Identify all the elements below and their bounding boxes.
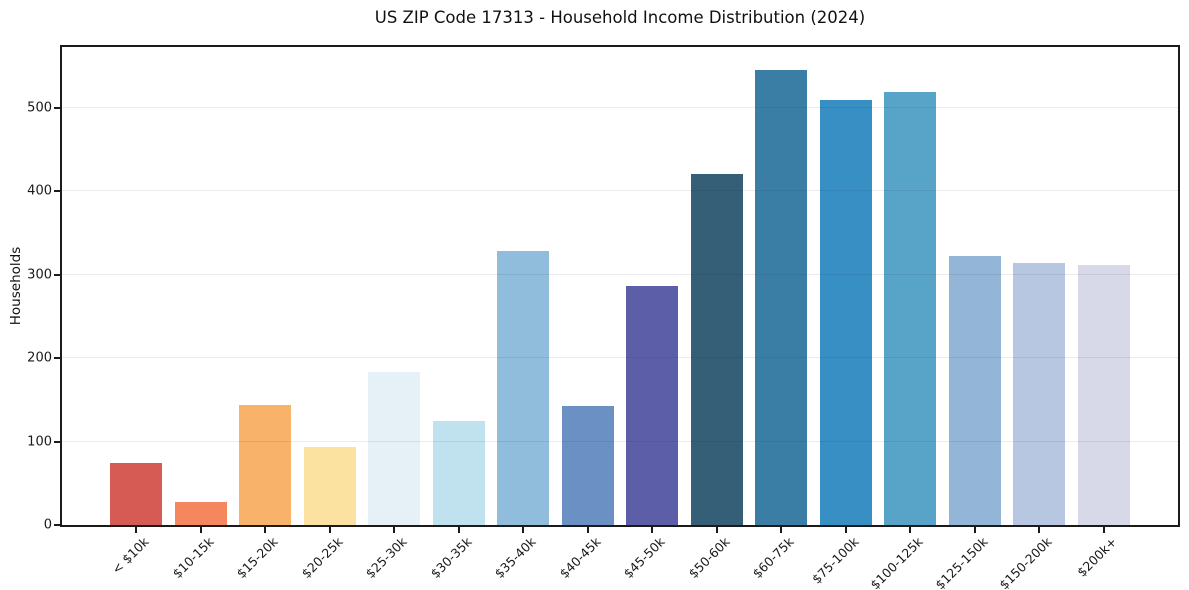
bar-$50-60k [690,173,743,525]
y-tick-mark [54,357,60,360]
x-tick-mark [780,527,783,533]
bar-$75-100k [819,99,872,525]
x-tick-mark [199,527,202,533]
y-axis-label: Households [8,246,24,326]
y-tick-mark [54,440,60,443]
y-tick-label: 400 [27,183,52,199]
bar-$125-150k [948,256,1001,525]
x-tick-label: < $10k [109,534,152,577]
x-tick-mark [651,527,654,533]
bar-$60-75k [755,69,808,525]
bar-$10-15k [174,502,227,525]
bar-$20-25k [303,446,356,525]
y-tick-mark [54,524,60,526]
plot-area [60,45,1180,527]
y-tick-label: 100 [27,434,52,450]
x-tick-mark [264,527,267,533]
bar-$25-30k [368,372,421,525]
x-tick-mark [909,527,912,533]
bar-$30-35k [432,420,485,525]
bar-$150-200k [1013,263,1066,525]
y-tick-label: 0 [43,517,52,533]
bar-$40-45k [561,405,614,525]
y-tick-label: 500 [27,100,52,116]
bar-$100-125k [884,92,937,525]
y-tick-mark [54,190,60,193]
bar-$45-50k [626,286,679,525]
y-tick-label: 300 [27,267,52,283]
x-tick-mark [522,527,525,533]
x-tick-mark [457,527,460,533]
y-tick-mark [54,106,60,109]
bar-$15-20k [239,404,292,525]
x-tick-mark [1102,527,1105,533]
chart-title: US ZIP Code 17313 - Household Income Dis… [374,8,866,27]
bar-$35-40k [497,251,550,525]
x-tick-mark [393,527,396,533]
bars-container [62,47,1178,525]
x-tick-mark [586,527,589,533]
x-tick-mark [715,527,718,533]
y-tick-mark [54,273,60,276]
x-tick-mark [973,527,976,533]
x-tick-mark [1038,527,1041,533]
x-tick-mark [844,527,847,533]
x-tick-mark [328,527,331,533]
bar-$200k+ [1077,264,1130,525]
y-tick-label: 200 [27,350,52,366]
bar-< $10k [110,463,163,525]
x-tick-mark [135,527,138,533]
